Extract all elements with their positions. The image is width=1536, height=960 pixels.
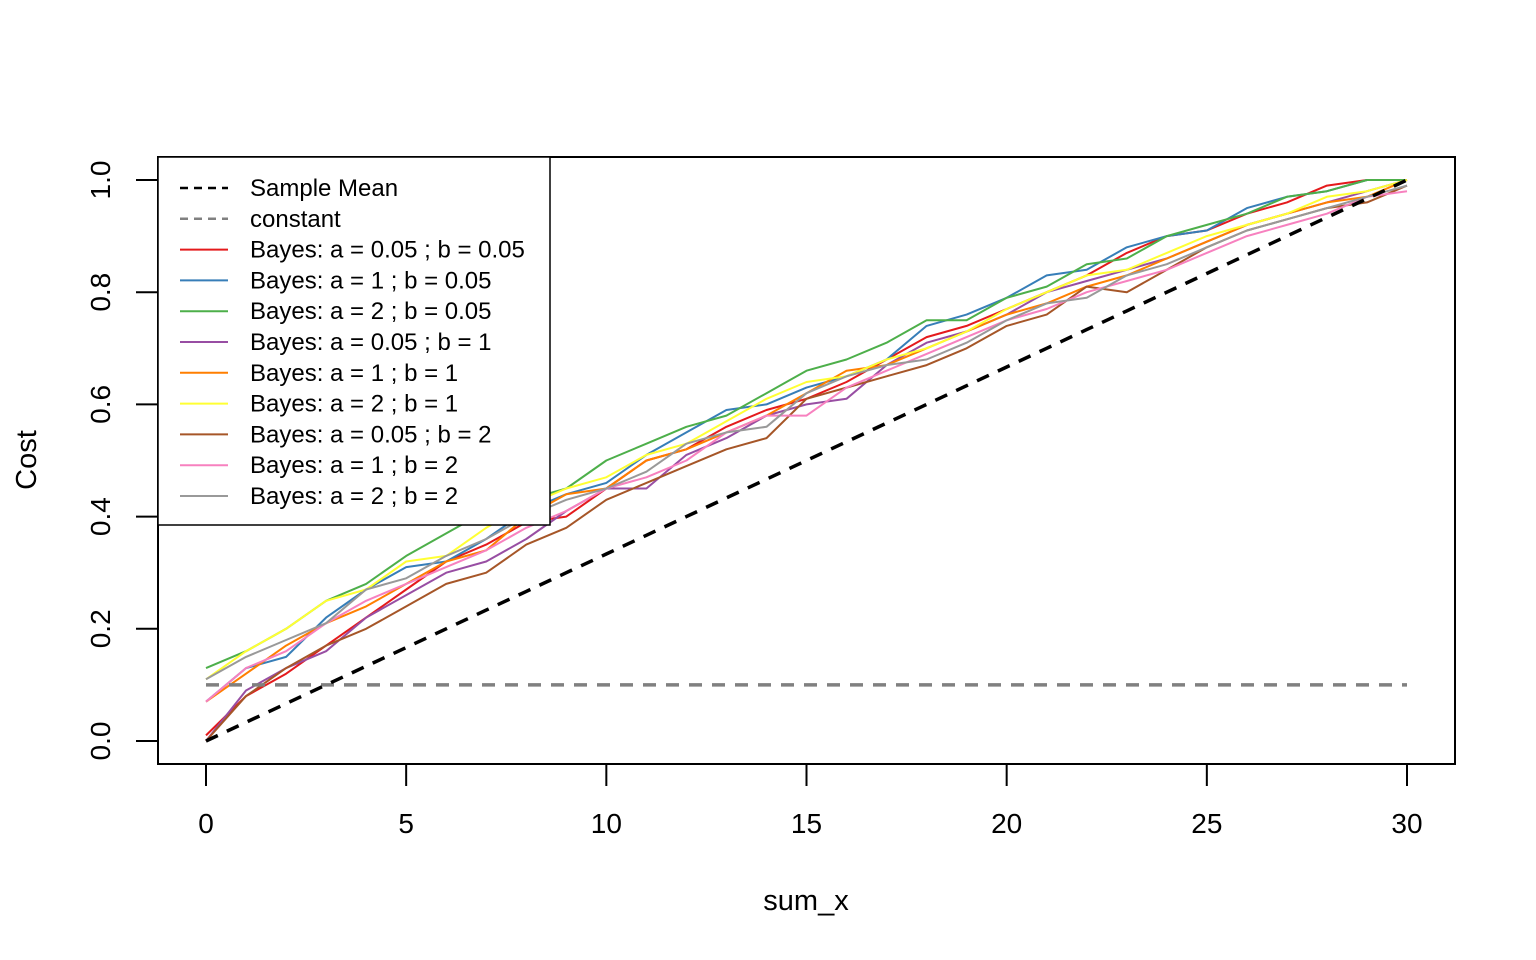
- x-axis: 0 5 10 15 20 25 30: [198, 763, 1423, 839]
- x-tick-label-6: 30: [1391, 808, 1422, 839]
- legend-label-4: Bayes: a = 2 ; b = 0.05: [250, 298, 492, 325]
- x-tick-label-1: 5: [398, 808, 414, 839]
- y-axis-title: Cost: [11, 430, 43, 490]
- x-tick-label-3: 15: [791, 808, 822, 839]
- legend-label-0: Sample Mean: [250, 175, 398, 202]
- y-tick-label-2: 0.4: [85, 497, 116, 536]
- y-tick-label-4: 0.8: [85, 273, 116, 312]
- legend: Sample Mean constant Bayes: a = 0.05 ; b =…: [157, 156, 551, 526]
- y-tick-label-1: 0.2: [85, 609, 116, 648]
- series-line-9: [205, 190, 1408, 703]
- y-tick-label-5: 1.0: [85, 161, 116, 200]
- series-line-3: [205, 179, 1407, 703]
- x-tick-label-4: 20: [991, 808, 1022, 839]
- series-line-0: [205, 178, 1408, 743]
- x-tick-label-2: 10: [591, 808, 622, 839]
- series-line-7: [205, 179, 1408, 681]
- x-axis-title: sum_x: [763, 885, 849, 917]
- legend-label-5: Bayes: a = 0.05 ; b = 1: [250, 329, 492, 356]
- legend-label-8: Bayes: a = 0.05 ; b = 2: [250, 421, 492, 448]
- legend-label-1: constant: [250, 206, 341, 233]
- x-tick-label-5: 25: [1191, 808, 1222, 839]
- legend-label-7: Bayes: a = 2 ; b = 1: [250, 391, 458, 418]
- y-tick-label-3: 0.6: [85, 385, 116, 424]
- series-line-10: [205, 184, 1408, 681]
- x-tick-label-0: 0: [198, 808, 214, 839]
- legend-label-9: Bayes: a = 1 ; b = 2: [250, 452, 458, 479]
- series-line-4: [205, 179, 1407, 670]
- legend-label-6: Bayes: a = 1 ; b = 1: [250, 360, 458, 387]
- legend-label-10: Bayes: a = 2 ; b = 2: [250, 483, 458, 510]
- series-layer: [205, 178, 1408, 743]
- y-tick-label-0: 0.0: [85, 722, 116, 761]
- legend-label-3: Bayes: a = 1 ; b = 0.05: [250, 267, 492, 294]
- legend-label-2: Bayes: a = 0.05 ; b = 0.05: [250, 237, 525, 264]
